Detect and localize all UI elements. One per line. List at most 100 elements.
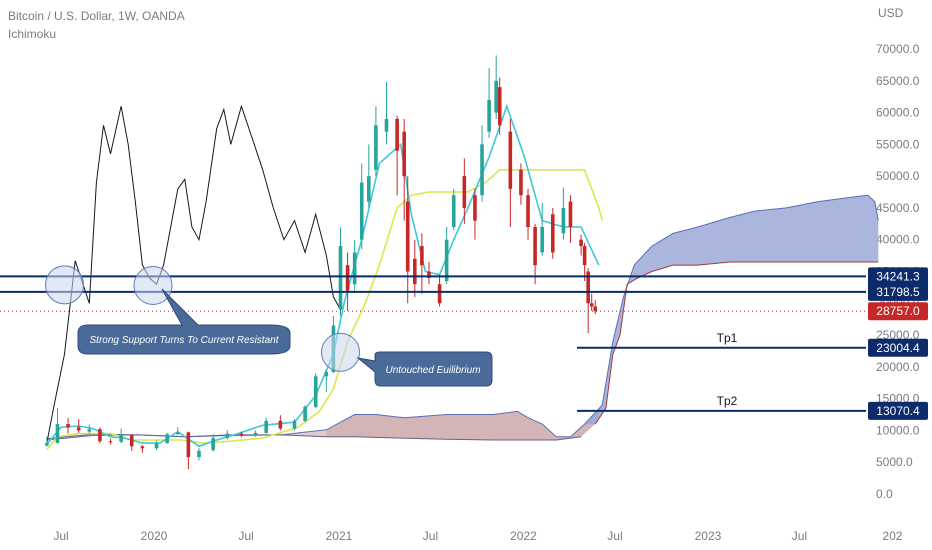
candle-body <box>540 227 544 253</box>
candle-body <box>186 432 191 458</box>
candle-body <box>211 438 215 451</box>
x-tick-label: Jul <box>238 529 253 543</box>
candle-body <box>264 420 269 433</box>
candle-body <box>526 195 530 227</box>
candle-body <box>98 429 102 442</box>
candle-body <box>239 433 244 436</box>
candle-body <box>427 271 431 278</box>
tenkan-line <box>46 103 600 448</box>
candle-body <box>303 406 307 421</box>
candle-body <box>480 144 484 196</box>
y-tick-label: 55000.0 <box>876 137 920 151</box>
currency-label: USD <box>878 6 904 20</box>
kumo-cloud-bearish <box>326 405 603 440</box>
y-tick-label: 65000.0 <box>876 74 920 88</box>
x-tick-label: 2021 <box>326 529 353 543</box>
candle-body <box>154 443 159 449</box>
candle-body <box>374 125 378 170</box>
price-badge <box>868 338 928 357</box>
candle-body <box>66 424 70 428</box>
candle-body <box>197 450 201 458</box>
y-tick-label: 50000.0 <box>876 169 920 183</box>
callout-text: Strong Support Turns To Current Resistan… <box>90 335 280 346</box>
candle-body <box>345 265 350 291</box>
candle-body <box>45 443 49 446</box>
y-tick-label: 45000.0 <box>876 201 920 215</box>
candle-body <box>384 118 389 132</box>
senkou-span-b-early <box>46 433 582 441</box>
highlight-circle[interactable] <box>133 265 173 305</box>
candle-body <box>119 434 123 442</box>
candle-body <box>367 176 371 202</box>
candle-body <box>175 432 180 435</box>
target-name: Tp2 <box>717 394 738 408</box>
candle-body <box>420 246 424 266</box>
candle-body <box>278 420 283 429</box>
y-tick-label: 5000.0 <box>876 455 913 469</box>
candle-body <box>87 429 92 432</box>
callout-text: Untouched Euilibrium <box>385 365 480 376</box>
candle-body <box>462 176 467 208</box>
callout-box[interactable] <box>356 351 493 387</box>
candle-body <box>253 432 258 435</box>
price-badge-label: 34241.3 <box>876 269 920 283</box>
candle-body <box>405 201 410 272</box>
price-badge-label: 28757.0 <box>876 304 920 318</box>
callout-box[interactable] <box>77 288 291 355</box>
kijun-line <box>46 169 604 451</box>
price-badge-label: 31798.5 <box>876 285 920 299</box>
candle-body <box>413 258 417 285</box>
candle-body <box>444 239 449 282</box>
candle-body <box>292 420 297 429</box>
candle-body <box>586 271 590 304</box>
senkou-span-a <box>46 194 879 441</box>
candle-body <box>165 434 169 444</box>
candle-body <box>487 99 491 132</box>
candle-body <box>402 131 406 177</box>
candle-body <box>437 284 442 304</box>
x-tick-label: 2023 <box>695 529 722 543</box>
x-tick-label: 2020 <box>141 529 168 543</box>
candle-body <box>140 446 145 449</box>
candle-body <box>352 252 357 285</box>
y-tick-label: 20000.0 <box>876 360 920 374</box>
price-badge <box>868 302 928 321</box>
highlight-circle[interactable] <box>321 332 361 372</box>
kumo-cloud-bullish <box>584 195 879 425</box>
price-badge-label: 23004.4 <box>876 341 920 355</box>
candle-body <box>589 303 594 307</box>
candle-body <box>568 201 573 227</box>
candle-body <box>338 246 343 310</box>
candle-body <box>582 246 587 266</box>
candle-body <box>593 306 598 312</box>
x-tick-label: Jul <box>53 529 68 543</box>
y-tick-label: 0.0 <box>876 487 893 501</box>
candle-body <box>497 87 502 126</box>
candle-body <box>533 227 537 266</box>
candle-body <box>76 427 81 431</box>
y-tick-label: 10000.0 <box>876 423 920 437</box>
candle-body <box>561 207 566 234</box>
candle-body <box>55 424 60 444</box>
y-tick-label: 70000.0 <box>876 42 920 56</box>
indicator-label[interactable]: Ichimoku <box>8 27 57 41</box>
candle-body <box>508 131 513 189</box>
candle-body <box>579 239 583 247</box>
candle-body <box>359 182 364 240</box>
price-badge <box>868 282 928 301</box>
price-badge <box>868 267 928 286</box>
highlight-circle[interactable] <box>45 265 85 305</box>
x-tick-label: Jul <box>792 529 807 543</box>
symbol-title[interactable]: Bitcoin / U.S. Dollar, 1W, OANDA <box>8 9 185 23</box>
chikou-span <box>46 104 341 444</box>
candle-body <box>313 376 318 407</box>
candle-body <box>451 195 456 227</box>
y-tick-label: 25000.0 <box>876 328 920 342</box>
x-tick-label: Jul <box>607 529 622 543</box>
candle-body <box>225 433 230 439</box>
x-tick-label: 202 <box>882 529 902 543</box>
candle-body <box>473 195 477 221</box>
candle-body <box>108 441 113 443</box>
